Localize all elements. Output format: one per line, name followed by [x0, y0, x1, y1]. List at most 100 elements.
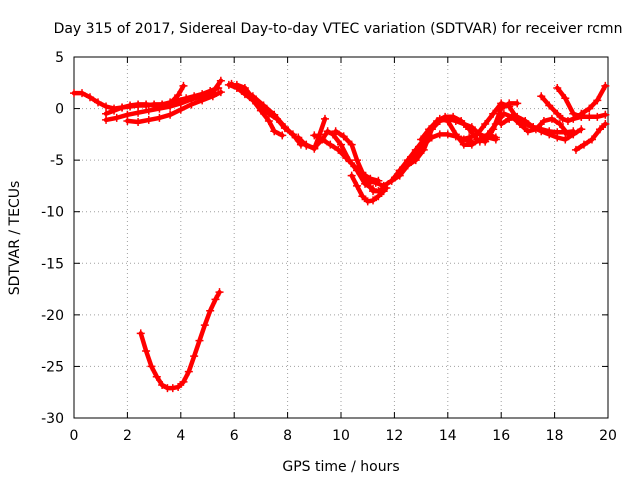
- data-point: [347, 140, 356, 149]
- data-point: [144, 106, 153, 115]
- data-point: [489, 109, 498, 118]
- data-point: [353, 156, 362, 165]
- series-track-22: [571, 120, 610, 154]
- data-point: [417, 135, 426, 144]
- data-point: [168, 384, 177, 393]
- data-point: [379, 181, 388, 190]
- data-point: [270, 110, 279, 119]
- x-tick-label: 6: [230, 428, 239, 444]
- x-tick-label: 12: [385, 428, 403, 444]
- data-point: [539, 116, 548, 125]
- data-point: [102, 115, 111, 124]
- data-point: [347, 171, 356, 180]
- data-point: [134, 117, 143, 126]
- data-point: [569, 130, 578, 139]
- x-axis-label: GPS time / hours: [282, 459, 399, 475]
- data-point: [601, 110, 610, 119]
- data-point: [553, 133, 562, 142]
- data-point: [545, 101, 554, 110]
- data-point: [555, 120, 564, 129]
- data-point: [505, 114, 514, 123]
- data-point: [499, 109, 508, 118]
- x-tick-label: 14: [439, 428, 457, 444]
- series-track-21: [577, 81, 610, 118]
- data-point: [264, 116, 273, 125]
- data-point: [110, 106, 119, 115]
- data-point: [337, 140, 345, 149]
- data-point: [118, 103, 127, 112]
- data-point: [184, 367, 193, 376]
- data-point: [563, 116, 572, 125]
- data-point: [206, 306, 215, 315]
- data-point: [166, 110, 175, 119]
- data-point: [451, 130, 460, 139]
- data-point: [339, 132, 348, 141]
- series-track-23: [136, 288, 224, 393]
- data-point: [280, 123, 289, 132]
- y-tick-label: 5: [55, 50, 64, 66]
- data-point: [174, 383, 183, 392]
- data-point: [187, 100, 196, 109]
- series-track-4: [123, 88, 225, 126]
- data-point: [342, 154, 351, 163]
- data-point: [320, 114, 329, 123]
- chart-title: Day 315 of 2017, Sidereal Day-to-day VTE…: [54, 21, 623, 37]
- series-line: [477, 111, 571, 144]
- data-point: [577, 109, 586, 118]
- data-point: [513, 112, 522, 121]
- data-point: [561, 135, 570, 144]
- series-track-18: [497, 112, 586, 144]
- data-point: [475, 137, 484, 146]
- data-point: [371, 178, 380, 187]
- data-point: [112, 113, 121, 122]
- y-tick-label: -15: [41, 256, 64, 272]
- x-tick-labels: 0 2 4 6 8 10 12 14 16 18 20: [70, 428, 617, 444]
- grid-lines: [74, 57, 608, 418]
- data-point: [395, 166, 404, 175]
- x-tick-label: 8: [283, 428, 292, 444]
- data-point: [227, 79, 236, 88]
- data-point: [593, 112, 602, 121]
- data-point: [358, 168, 367, 177]
- axis-ticks: [73, 56, 609, 419]
- data-point: [457, 135, 466, 144]
- x-tick-label: 10: [332, 428, 350, 444]
- data-point: [78, 89, 87, 98]
- data-point: [481, 120, 490, 129]
- x-tick-label: 2: [123, 428, 132, 444]
- data-point: [387, 176, 396, 185]
- y-tick-label: 0: [55, 102, 64, 118]
- data-point: [331, 127, 340, 136]
- data-point: [497, 99, 506, 108]
- data-point: [270, 127, 279, 136]
- data-point: [374, 192, 383, 201]
- data-series: [70, 76, 610, 393]
- data-point: [411, 145, 420, 154]
- data-point: [166, 102, 175, 111]
- data-point: [323, 127, 332, 136]
- data-point: [211, 295, 220, 304]
- data-point: [585, 104, 594, 113]
- data-point: [310, 143, 319, 152]
- data-point: [200, 321, 209, 330]
- data-point: [497, 120, 506, 129]
- data-point: [144, 115, 153, 124]
- data-point: [334, 145, 343, 154]
- data-point: [579, 140, 588, 149]
- y-tick-label: -20: [41, 308, 64, 324]
- data-point: [350, 162, 359, 171]
- data-point: [123, 116, 132, 125]
- data-point: [459, 140, 468, 149]
- data-point: [449, 112, 458, 121]
- data-point: [443, 130, 452, 139]
- data-point: [155, 113, 164, 122]
- data-point: [176, 105, 185, 114]
- data-point: [195, 336, 204, 345]
- data-point: [403, 161, 412, 170]
- data-point: [86, 93, 95, 102]
- data-point: [278, 131, 287, 140]
- series-line: [579, 83, 608, 116]
- data-point: [465, 125, 474, 134]
- data-point: [208, 92, 217, 101]
